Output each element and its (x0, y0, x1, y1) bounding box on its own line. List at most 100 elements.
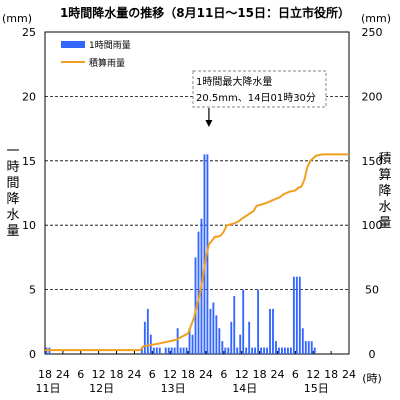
rain-bar (224, 347, 227, 354)
rain-bar (295, 276, 298, 354)
axis-label-char: 間 (6, 176, 19, 191)
rain-bar (218, 328, 221, 354)
rain-bar (191, 334, 194, 354)
x-tick-label: 12 (235, 368, 249, 381)
axis-label-char: 水 (378, 200, 391, 215)
left-axis-unit: (mm) (2, 12, 32, 25)
rain-bar (263, 347, 265, 354)
chart-title: 1時間降水量の推移（8月11日～15日：日立市役所） (60, 5, 350, 20)
y-tick-label: 5 (29, 284, 36, 297)
grid-lines (45, 96, 349, 291)
rain-bar (146, 308, 149, 354)
x-day-label: 13日 (161, 382, 186, 395)
right-axis-unit: (mm) (361, 12, 391, 25)
rain-bar (185, 347, 188, 354)
x-tick-label: 12 (163, 368, 177, 381)
rain-bar (292, 276, 295, 354)
y-tick-label: 20 (22, 90, 36, 103)
axis-label-char: 降 (6, 192, 19, 207)
legend-swatch-bars (61, 41, 85, 48)
rain-bar (245, 347, 248, 354)
annotation-line1: 1時間最大降水量 (196, 75, 272, 88)
x-day-label: 11日 (36, 382, 61, 395)
y-tick-label: 25 (22, 26, 36, 39)
y-tick-label: 10 (22, 219, 36, 232)
rain-bar (272, 308, 274, 354)
max-rain-annotation: 1時間最大降水量 20.5mm、14日01時30分 (192, 70, 327, 127)
axis-label-char: 量 (6, 224, 19, 239)
rain-bar (266, 347, 268, 354)
rain-bar (269, 308, 271, 354)
rain-bar (251, 347, 254, 354)
rain-bar (233, 296, 236, 354)
y2-tick-label: 200 (362, 90, 383, 103)
rain-bar (215, 315, 218, 354)
plot-area (44, 31, 350, 355)
x-axis-unit: (時) (362, 372, 382, 385)
rain-bar (158, 347, 161, 354)
rain-bar (313, 347, 316, 354)
x-tick-label: 24 (199, 368, 213, 381)
x-tick-label: 6 (292, 368, 299, 381)
x-tick-label: 6 (220, 368, 227, 381)
rain-bar (242, 289, 245, 354)
y2-tick-label: 150 (362, 155, 383, 168)
rain-bar (179, 347, 182, 354)
rain-bar (254, 347, 257, 354)
rain-bar (230, 321, 233, 354)
x-day-label: 12日 (89, 382, 114, 395)
rain-bar (275, 341, 277, 354)
rain-bar (182, 347, 185, 354)
rain-bar (152, 347, 155, 354)
rain-bar (239, 334, 242, 354)
rain-bar (140, 347, 143, 354)
left-axis-ticks: 0 5 10 15 20 25 (22, 26, 36, 361)
rain-bar (257, 289, 260, 354)
rain-bar (307, 341, 310, 354)
rain-bar (304, 341, 307, 354)
x-tick-label: 6 (149, 368, 156, 381)
x-tick-label: 12 (92, 368, 106, 381)
axis-label-char: 時 (6, 160, 19, 175)
x-tick-label: 12 (306, 368, 320, 381)
rain-bar (301, 328, 304, 354)
legend-label-line: 積算雨量 (89, 57, 125, 69)
y-tick-label: 15 (22, 155, 36, 168)
y2-tick-label: 250 (362, 26, 383, 39)
axis-label-char: 降 (378, 184, 391, 199)
x-tick-label: 24 (127, 368, 141, 381)
rain-bar (170, 347, 173, 354)
rain-bar (176, 328, 179, 354)
axis-label-char: 算 (378, 168, 391, 183)
rain-bar (248, 321, 251, 354)
y2-tick-label: 0 (369, 348, 376, 361)
annotation-arrow-head (205, 120, 213, 127)
rain-bar (209, 308, 212, 354)
rain-bar (298, 276, 301, 354)
rain-bar (194, 257, 197, 354)
axis-label-char: 水 (6, 208, 19, 223)
rain-bar (155, 347, 158, 354)
x-tick-label: 18 (181, 368, 195, 381)
rain-bar (203, 154, 206, 354)
cumulative-rain-line (45, 153, 349, 352)
legend: 1時間雨量 積算雨量 (61, 40, 131, 69)
legend-label-bars: 1時間雨量 (89, 40, 131, 51)
hourly-rain-bars (45, 154, 316, 354)
x-tick-label: 18 (110, 368, 124, 381)
x-tick-label: 18 (38, 368, 52, 381)
y-tick-label: 0 (29, 348, 36, 361)
y2-tick-label: 50 (365, 284, 379, 297)
rain-bar (143, 321, 146, 354)
x-tick-label: 24 (270, 368, 284, 381)
rain-bar (164, 347, 167, 354)
rain-bar (236, 347, 239, 354)
rain-bar (278, 347, 280, 354)
rain-bar (260, 347, 263, 354)
x-tick-label: 24 (56, 368, 70, 381)
rain-bar (281, 347, 283, 354)
annotation-box (192, 70, 327, 108)
rain-bar (212, 302, 215, 354)
